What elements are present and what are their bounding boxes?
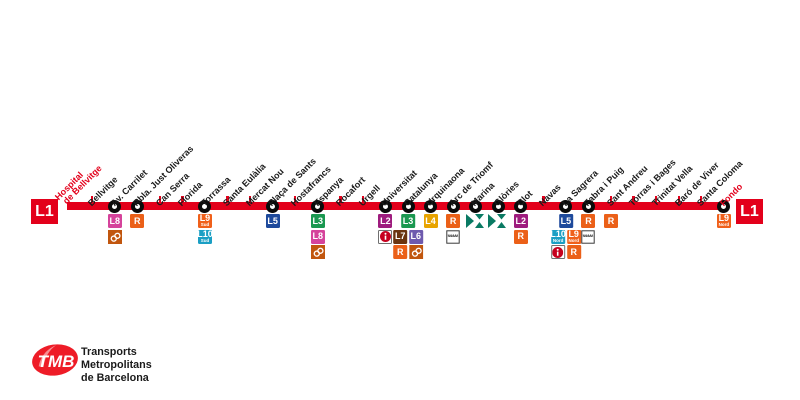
svg-text:TMB: TMB: [38, 352, 75, 371]
